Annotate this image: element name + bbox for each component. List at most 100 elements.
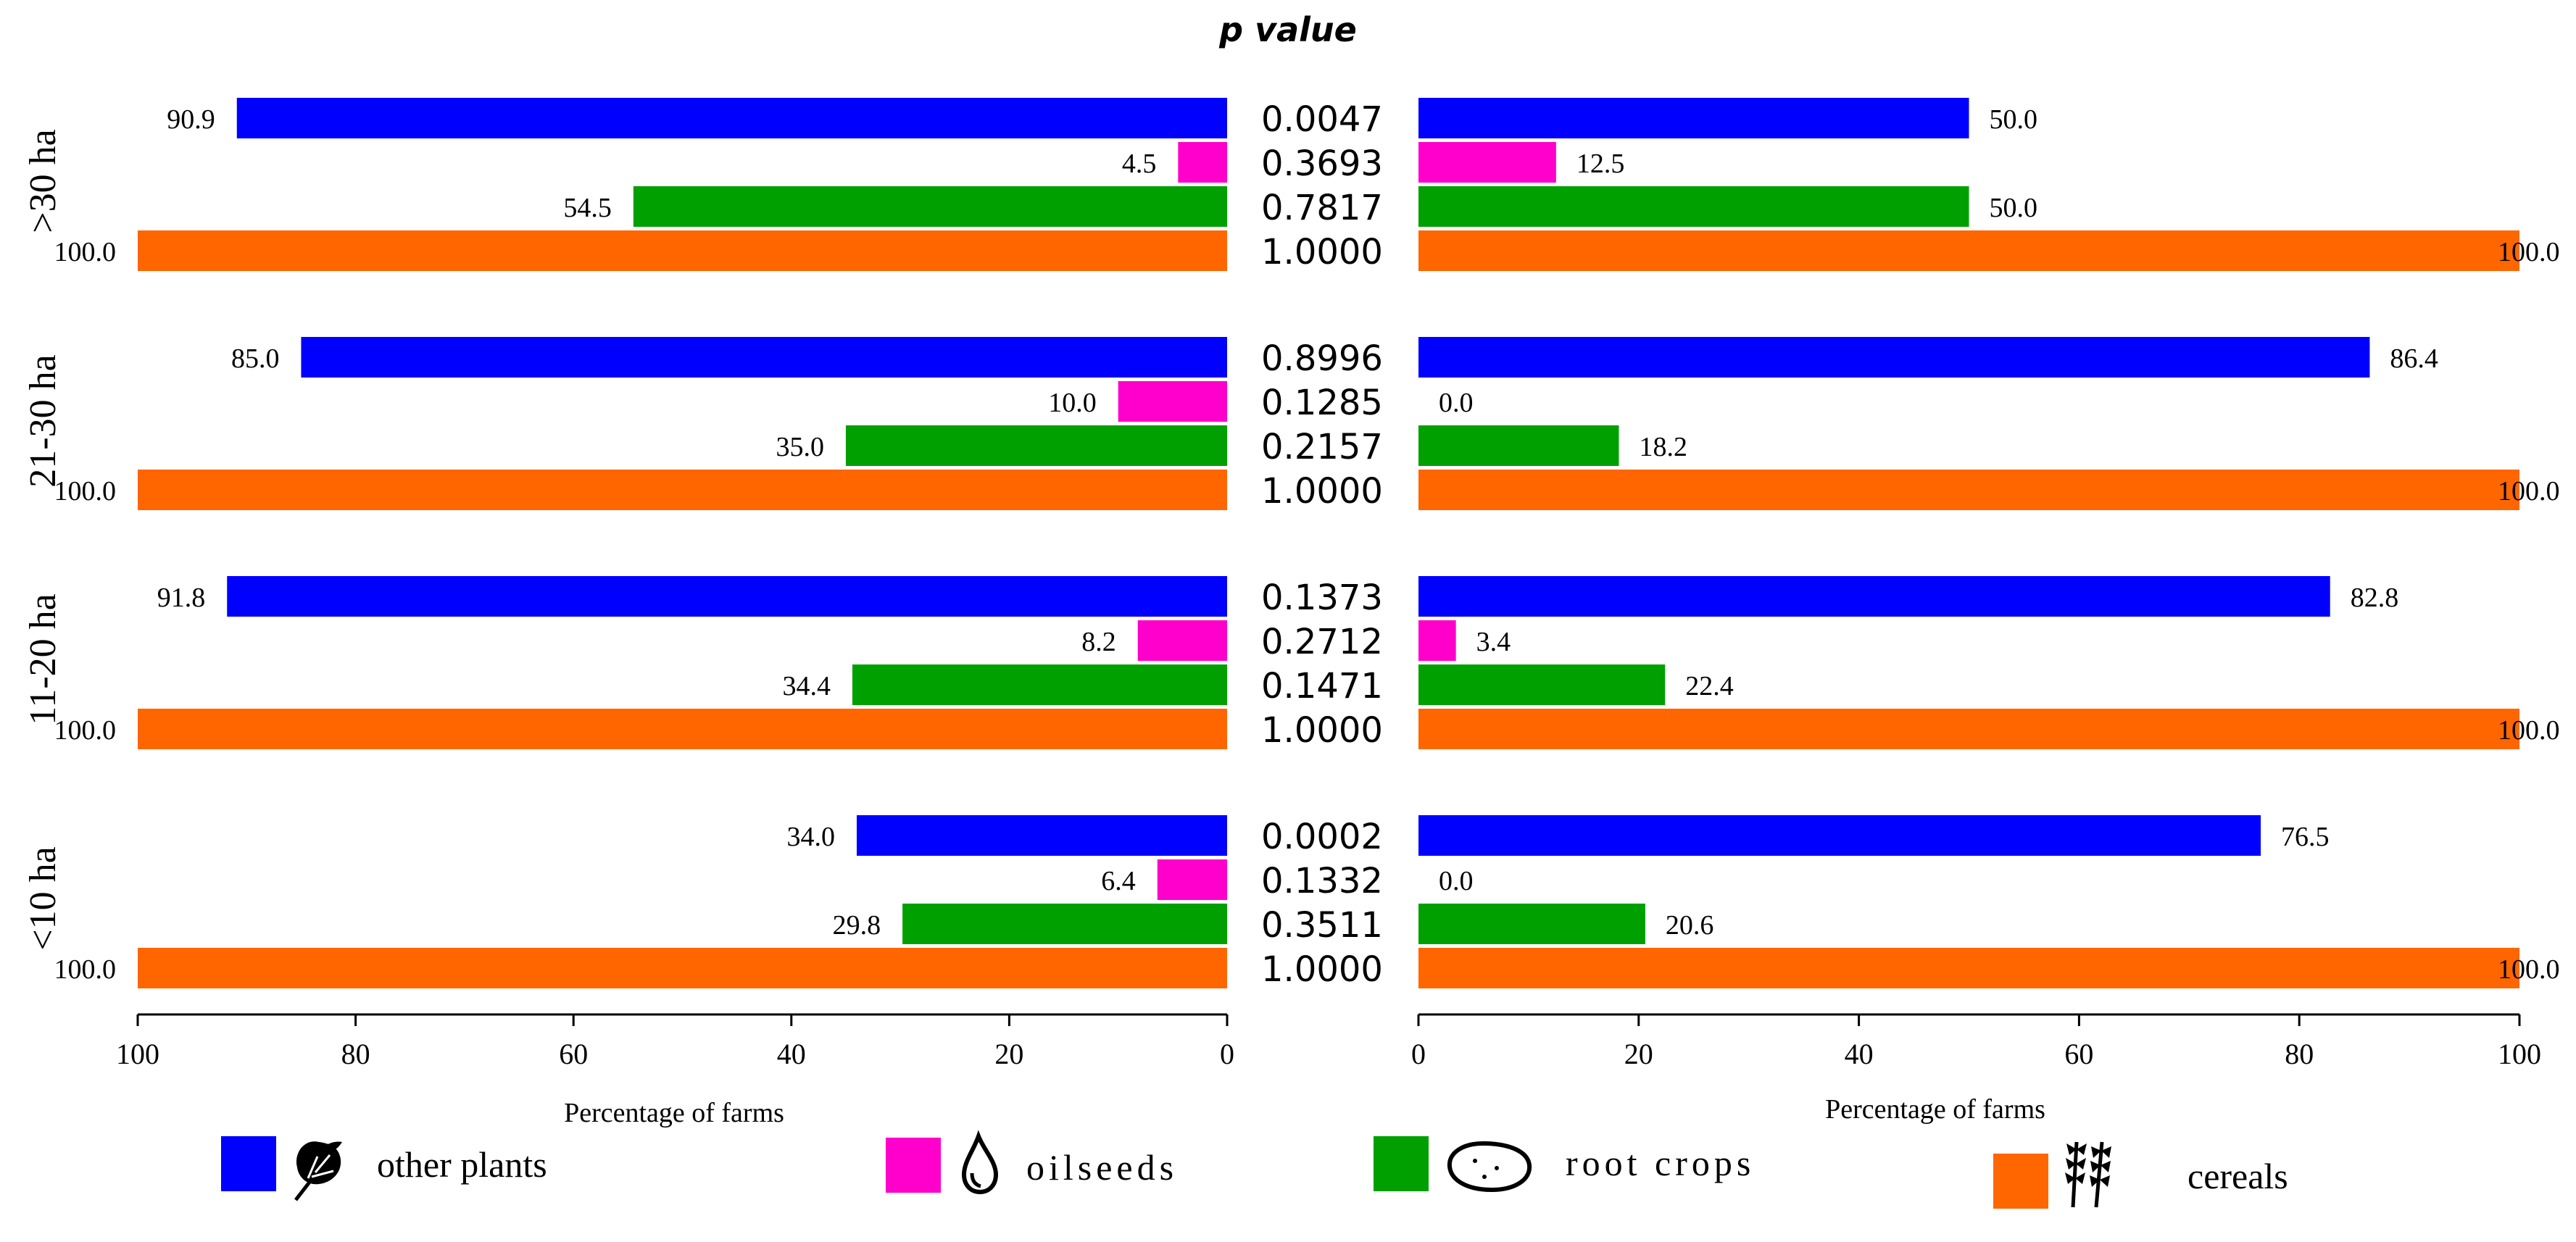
right-tick-label-60: 60 bbox=[2064, 1038, 2093, 1070]
bar-label-right-lt10-ha-other-plants: 76.5 bbox=[2281, 822, 2330, 852]
bar-label-left-lt10-ha-other-plants: 34.0 bbox=[786, 822, 835, 852]
bar-left-lt10-ha-root-crops bbox=[902, 904, 1227, 944]
bar-label-left-gt30-ha-root-crops: 54.5 bbox=[563, 193, 612, 223]
legend-swatch-oilseeds bbox=[886, 1138, 941, 1193]
bar-right-11-20-ha-other-plants bbox=[1418, 576, 2330, 617]
bar-left-11-20-ha-root-crops bbox=[852, 664, 1227, 705]
bar-right-21-30-ha-other-plants bbox=[1418, 337, 2370, 378]
bar-label-left-21-30-ha-root-crops: 35.0 bbox=[776, 432, 824, 462]
bar-left-lt10-ha-other-plants bbox=[856, 815, 1227, 856]
bar-left-gt30-ha-cereals bbox=[138, 230, 1227, 271]
bar-left-21-30-ha-root-crops bbox=[845, 425, 1227, 466]
bar-label-left-11-20-ha-oilseeds: 8.2 bbox=[1081, 627, 1116, 657]
p-value-gt30-ha-other-plants: 0.0047 bbox=[1261, 99, 1383, 140]
bar-label-right-11-20-ha-root-crops: 22.4 bbox=[1685, 671, 1734, 701]
p-value-lt10-ha-other-plants: 0.0002 bbox=[1261, 817, 1383, 857]
bar-label-right-gt30-ha-oilseeds: 12.5 bbox=[1576, 149, 1625, 179]
right-panel-bars: 76.5 0.0 20.6 100.0 82.8 3.4 22.4 100.0 86.4 0.0 1… bbox=[1418, 98, 2560, 988]
bar-right-gt30-ha-oilseeds bbox=[1418, 142, 1556, 183]
oil-drop-icon bbox=[961, 1130, 999, 1195]
bar-label-left-11-20-ha-root-crops: 34.4 bbox=[782, 671, 831, 701]
bar-label-right-21-30-ha-root-crops: 18.2 bbox=[1639, 432, 1687, 462]
legend: other plants oilseeds root crops bbox=[221, 1130, 2288, 1209]
p-value-21-30-ha-root-crops: 0.2157 bbox=[1261, 427, 1383, 467]
right-tick-label-100: 100 bbox=[2498, 1038, 2541, 1070]
legend-swatch-other-plants bbox=[221, 1136, 276, 1191]
bar-label-right-lt10-ha-root-crops: 20.6 bbox=[1666, 910, 1714, 941]
bar-label-left-gt30-ha-cereals: 100.0 bbox=[54, 237, 117, 267]
potato-icon bbox=[1447, 1141, 1532, 1193]
bar-label-right-21-30-ha-cereals: 100.0 bbox=[2498, 476, 2560, 507]
bar-label-left-11-20-ha-cereals: 100.0 bbox=[54, 715, 117, 746]
left-tick-label-0: 0 bbox=[1220, 1038, 1234, 1070]
bar-right-lt10-ha-root-crops bbox=[1418, 904, 1645, 944]
group-label-11-20-ha: 11-20 ha bbox=[22, 593, 64, 725]
legend-label-other-plants: other plants bbox=[377, 1144, 547, 1185]
p-value-21-30-ha-oilseeds: 0.1285 bbox=[1261, 383, 1383, 423]
group-label-lt10-ha: <10 ha bbox=[22, 846, 64, 950]
bar-label-right-gt30-ha-cereals: 100.0 bbox=[2498, 237, 2560, 267]
bar-right-11-20-ha-oilseeds bbox=[1418, 620, 1456, 661]
p-value-lt10-ha-root-crops: 0.3511 bbox=[1261, 905, 1383, 946]
leaf-icon bbox=[294, 1141, 342, 1201]
p-value-11-20-ha-other-plants: 0.1373 bbox=[1261, 578, 1383, 618]
bar-label-left-gt30-ha-oilseeds: 4.5 bbox=[1122, 149, 1157, 179]
bar-left-lt10-ha-oilseeds bbox=[1157, 859, 1227, 900]
bar-left-21-30-ha-cereals bbox=[138, 470, 1227, 510]
bar-left-gt30-ha-oilseeds bbox=[1178, 142, 1227, 183]
legend-item-cereals: cereals bbox=[1993, 1141, 2288, 1209]
bar-left-gt30-ha-other-plants bbox=[236, 98, 1228, 138]
bar-label-left-21-30-ha-cereals: 100.0 bbox=[54, 476, 117, 507]
right-tick-label-0: 0 bbox=[1411, 1038, 1426, 1070]
left-tick-label-60: 60 bbox=[559, 1038, 588, 1070]
right-x-axis: 0 20 40 60 80 100 bbox=[1411, 1013, 2541, 1070]
bar-label-right-21-30-ha-other-plants: 86.4 bbox=[2390, 343, 2438, 374]
bar-label-right-lt10-ha-cereals: 100.0 bbox=[2498, 954, 2560, 985]
p-value-11-20-ha-root-crops: 0.1471 bbox=[1261, 666, 1383, 707]
left-tick-label-80: 80 bbox=[341, 1038, 370, 1070]
bar-label-right-11-20-ha-oilseeds: 3.4 bbox=[1476, 627, 1511, 657]
left-tick-label-100: 100 bbox=[116, 1038, 159, 1070]
legend-label-root-crops: root crops bbox=[1566, 1143, 1755, 1183]
bar-right-lt10-ha-cereals bbox=[1418, 948, 2519, 988]
bar-right-gt30-ha-cereals bbox=[1418, 230, 2519, 271]
left-x-axis: 100 80 60 40 20 0 bbox=[116, 1013, 1234, 1070]
bar-left-21-30-ha-other-plants bbox=[301, 337, 1228, 378]
bar-label-left-11-20-ha-other-plants: 91.8 bbox=[157, 583, 206, 613]
bar-label-left-lt10-ha-root-crops: 29.8 bbox=[833, 910, 881, 941]
legend-item-oilseeds: oilseeds bbox=[886, 1130, 1173, 1195]
p-value-gt30-ha-root-crops: 0.7817 bbox=[1261, 188, 1383, 228]
legend-swatch-root-crops bbox=[1374, 1136, 1429, 1191]
bar-left-21-30-ha-oilseeds bbox=[1118, 381, 1227, 422]
bar-right-gt30-ha-other-plants bbox=[1418, 98, 1969, 138]
left-x-axis-label: Percentage of farms bbox=[564, 1098, 784, 1128]
bar-right-11-20-ha-cereals bbox=[1418, 709, 2519, 749]
bar-right-gt30-ha-root-crops bbox=[1418, 186, 1969, 227]
p-value-lt10-ha-oilseeds: 0.1332 bbox=[1261, 861, 1383, 901]
p-value-11-20-ha-cereals: 1.0000 bbox=[1261, 710, 1383, 751]
left-tick-label-40: 40 bbox=[777, 1038, 806, 1070]
bar-label-left-gt30-ha-other-plants: 90.9 bbox=[167, 104, 215, 135]
bar-left-11-20-ha-oilseeds bbox=[1137, 620, 1227, 661]
bar-label-right-21-30-ha-oilseeds: 0.0 bbox=[1439, 388, 1474, 418]
bar-label-left-21-30-ha-other-plants: 85.0 bbox=[231, 343, 280, 374]
bar-right-11-20-ha-root-crops bbox=[1418, 664, 1666, 705]
left-tick-label-20: 20 bbox=[994, 1038, 1023, 1070]
p-value-column: 0.00020.13320.35111.00000.13730.27120.14… bbox=[1261, 99, 1383, 990]
bar-label-right-11-20-ha-other-plants: 82.8 bbox=[2351, 583, 2399, 613]
bar-right-lt10-ha-other-plants bbox=[1418, 815, 2261, 856]
bar-label-left-lt10-ha-cereals: 100.0 bbox=[54, 954, 117, 985]
wheat-icon bbox=[2065, 1141, 2111, 1208]
right-x-axis-label: Percentage of farms bbox=[1825, 1094, 2045, 1125]
bar-left-gt30-ha-root-crops bbox=[633, 186, 1227, 227]
p-value-gt30-ha-oilseeds: 0.3693 bbox=[1261, 143, 1383, 184]
bar-label-left-lt10-ha-oilseeds: 6.4 bbox=[1101, 866, 1136, 896]
bar-left-11-20-ha-other-plants bbox=[227, 576, 1228, 617]
p-value-21-30-ha-cereals: 1.0000 bbox=[1261, 471, 1383, 512]
p-value-lt10-ha-cereals: 1.0000 bbox=[1261, 949, 1383, 990]
p-value-21-30-ha-other-plants: 0.8996 bbox=[1261, 338, 1383, 379]
legend-item-other-plants: other plants bbox=[221, 1136, 547, 1201]
bar-label-right-11-20-ha-cereals: 100.0 bbox=[2498, 715, 2560, 746]
right-tick-label-80: 80 bbox=[2285, 1038, 2314, 1070]
